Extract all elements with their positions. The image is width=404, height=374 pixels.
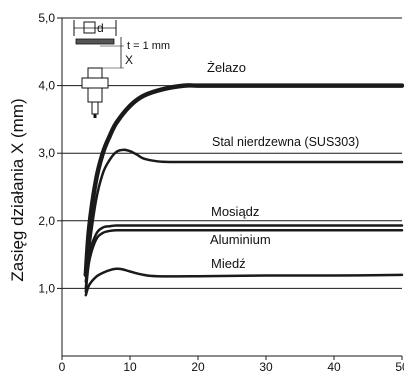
x-tick-label: 10: [123, 360, 137, 374]
x-tick-label: 0: [59, 360, 66, 374]
series-label-stal: Stal nierdzewna (SUS303): [212, 135, 359, 149]
diagram-target-plate: [75, 38, 115, 45]
series-line-miedz: [84, 267, 404, 297]
x-tick-label: 50: [395, 360, 404, 374]
grid-lines: [62, 17, 402, 289]
y-ticks: 1,0 2,0 3,0 4,0 5,0: [38, 11, 62, 295]
series-label-zelazo: Żelazo: [207, 60, 246, 75]
diagram-square-symbol: [83, 21, 96, 34]
y-axis-label: Zasięg działania X (mm): [8, 98, 27, 281]
sensor-diagram: d t = 1 mm X: [73, 20, 170, 118]
x-tick-label: 20: [191, 360, 205, 374]
diagram-d-label: d: [97, 21, 104, 35]
y-tick-label: 4,0: [38, 79, 55, 93]
diagram-t-label: t = 1 mm: [127, 40, 170, 52]
diagram-x-label: X: [125, 53, 133, 67]
y-tick-label: 1,0: [38, 281, 55, 295]
series: [83, 83, 404, 297]
x-tick-label: 40: [327, 360, 341, 374]
y-tick-label: 3,0: [38, 146, 55, 160]
series-line-zelazo: [83, 83, 404, 278]
series-label-mosiadz: Mosiądz: [211, 204, 259, 219]
series-line-stal: [84, 148, 404, 283]
x-tick-label: 30: [259, 360, 273, 374]
y-tick-label: 5,0: [38, 11, 55, 25]
diagram-sensor-nut: [81, 77, 109, 89]
axes: [61, 18, 402, 357]
y-tick-label: 2,0: [38, 214, 55, 228]
diagram-sensor-cable: [91, 101, 99, 115]
series-line-aluminium: [84, 228, 404, 294]
series-line-mosiadz: [84, 224, 404, 290]
x-ticks: 0 10 20 30 40 50: [59, 356, 404, 374]
series-label-aluminium: Aluminium: [210, 232, 271, 247]
diagram-sensor-body: [87, 87, 103, 103]
series-label-miedz: Miedź: [211, 256, 246, 271]
